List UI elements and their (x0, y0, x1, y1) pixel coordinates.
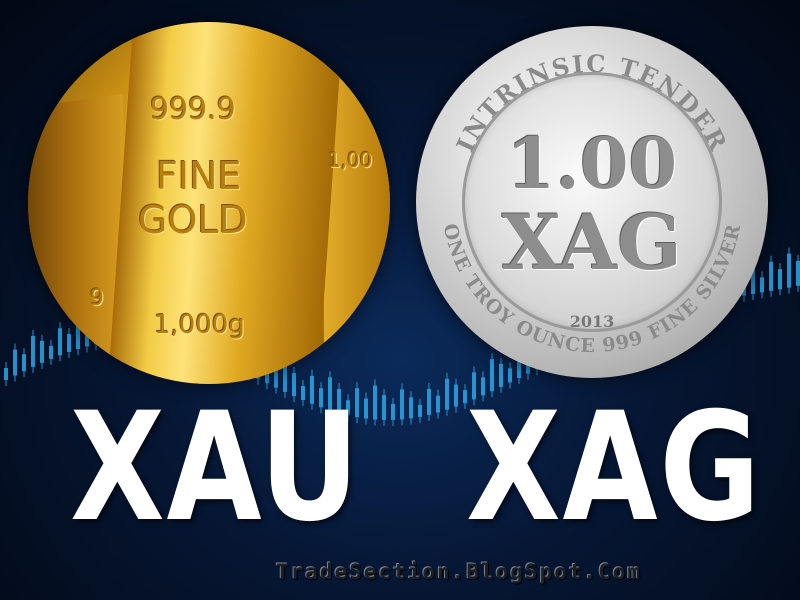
gold-bar-left (28, 93, 123, 384)
candle-wick (320, 382, 322, 414)
candle-wick (788, 247, 790, 294)
candle-wick (401, 383, 403, 426)
candle-wick (761, 271, 763, 299)
candle-wick (410, 391, 412, 425)
gold-gold-label: GOLD (138, 198, 248, 242)
gold-fine-label: FINE (156, 154, 242, 198)
candle-wick (428, 382, 430, 421)
candle-wick (14, 343, 16, 382)
candle-wick (293, 367, 295, 403)
candle-wick (446, 372, 448, 416)
candle-wick (752, 263, 754, 300)
gold-side-purity: 9 (90, 286, 104, 311)
coin-amount: 1.00 (506, 122, 678, 205)
candle-wick (770, 255, 772, 297)
candle-wick (779, 263, 781, 296)
coin-inner-ring (462, 72, 722, 332)
candle-wick (23, 348, 25, 378)
gold-side-weight: 1,00 (328, 148, 373, 172)
candle-wick (392, 397, 394, 426)
coin-symbol: XAG (501, 198, 683, 287)
ticker-silver: XAG (466, 381, 762, 555)
candle-wick (365, 392, 367, 425)
candle-wick (797, 254, 799, 292)
candle-wick (518, 343, 520, 384)
watermark-text: TradeSection.BlogSpot.Com (276, 560, 643, 584)
gold-weight: 1,000g (154, 310, 245, 340)
candle-wick (437, 389, 439, 419)
candle-wick (329, 371, 331, 417)
candle-wick (347, 394, 349, 422)
silver-coin-image: INTRINSIC TENDER ONE TROY OUNCE 999 FINE… (416, 26, 768, 378)
candle-wick (302, 380, 304, 407)
candle-wick (356, 382, 358, 424)
candle-wick (419, 398, 421, 423)
gold-purity: 999.9 (150, 92, 236, 127)
candle-wick (455, 378, 457, 413)
candle-wick (500, 357, 502, 393)
candle-wick (491, 353, 493, 398)
candle-wick (374, 379, 376, 426)
candle-wick (338, 382, 340, 419)
gold-bar-image: 999.9 FINE GOLD 1,000g 1,00 9 (28, 22, 390, 384)
candle-wick (509, 362, 511, 389)
candle-wick (473, 366, 475, 406)
ticker-gold: XAU (70, 381, 362, 555)
candle-wick (482, 371, 484, 402)
candle-wick (5, 362, 7, 386)
candle-wick (383, 388, 385, 426)
coin-year: 2013 (569, 312, 615, 331)
candle-wick (464, 384, 466, 410)
candle-wick (311, 369, 313, 410)
